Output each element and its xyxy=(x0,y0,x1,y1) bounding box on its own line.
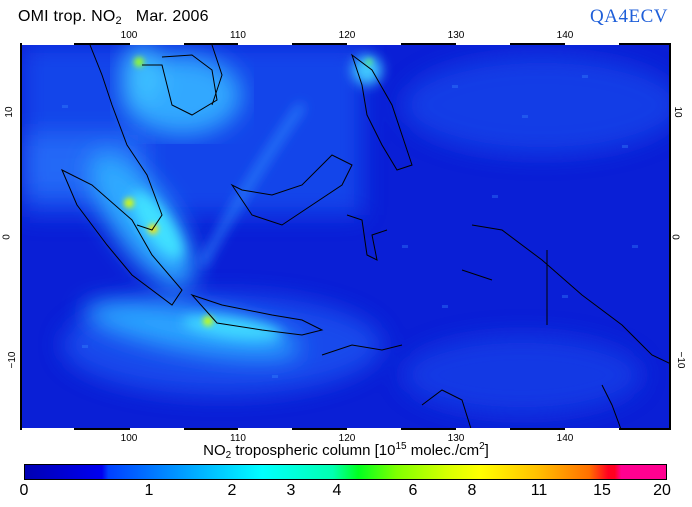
colorbar-tick: 0 xyxy=(19,482,29,499)
lat-tick-left: 0 xyxy=(1,234,13,240)
lon-tick-top: 140 xyxy=(556,30,574,41)
lon-tick-bottom: 110 xyxy=(230,433,246,444)
frame-stripe xyxy=(22,43,74,45)
label-part: molec./cm xyxy=(406,442,480,459)
colorbar-tick: 15 xyxy=(593,482,611,499)
frame-stripe xyxy=(456,428,510,430)
frame-stripe xyxy=(130,43,184,45)
frame-stripe xyxy=(22,428,74,430)
no2-map xyxy=(20,43,671,430)
colorbar-tick: 6 xyxy=(408,482,418,499)
frame-stripe xyxy=(238,428,292,430)
title-text: OMI trop. NO xyxy=(18,8,116,25)
label-part: ] xyxy=(484,442,489,459)
title-subscript: 2 xyxy=(115,15,122,27)
lat-tick-left: 10 xyxy=(4,106,16,118)
colorbar-tick: 3 xyxy=(286,482,296,499)
label-part: NO xyxy=(203,442,226,459)
colorbar-label: NO2 tropospheric column [1015 molec./cm2… xyxy=(0,441,692,461)
figure-title: OMI trop. NO2 Mar. 2006 xyxy=(18,8,209,27)
lon-tick-top: 130 xyxy=(447,30,465,41)
frame-stripe xyxy=(347,43,401,45)
frame-stripe xyxy=(565,43,619,45)
title-date: Mar. 2006 xyxy=(135,8,209,25)
colorbar-tick: 20 xyxy=(653,482,671,499)
colorbar-tick: 4 xyxy=(332,482,342,499)
lat-tick-left: −10 xyxy=(6,351,18,369)
no2-field xyxy=(22,45,669,428)
colorbar-tick: 8 xyxy=(467,482,477,499)
frame-stripe xyxy=(347,428,401,430)
label-part: tropospheric column [10 xyxy=(231,442,396,459)
frame-stripe xyxy=(130,428,184,430)
colorbar-tick: 11 xyxy=(530,482,548,499)
brand-logo: QA4ECV xyxy=(590,6,668,27)
frame-stripe xyxy=(238,43,292,45)
colorbar-tick: 2 xyxy=(227,482,237,499)
lon-tick-bottom: 130 xyxy=(447,433,465,444)
colorbar-tick: 1 xyxy=(144,482,154,499)
lon-tick-top: 110 xyxy=(230,30,246,41)
label-sup: 15 xyxy=(395,441,407,452)
lon-tick-bottom: 100 xyxy=(120,433,138,444)
lon-tick-bottom: 120 xyxy=(338,433,356,444)
label-sup: 2 xyxy=(479,441,485,452)
label-sub: 2 xyxy=(225,450,232,461)
frame-stripe xyxy=(456,43,510,45)
lat-tick-right: −10 xyxy=(674,351,686,369)
lat-tick-right: 10 xyxy=(672,106,684,118)
frame-stripe xyxy=(565,428,619,430)
lon-tick-top: 120 xyxy=(338,30,356,41)
colorbar xyxy=(24,464,667,480)
lon-tick-top: 100 xyxy=(120,30,138,41)
lon-tick-bottom: 140 xyxy=(556,433,574,444)
